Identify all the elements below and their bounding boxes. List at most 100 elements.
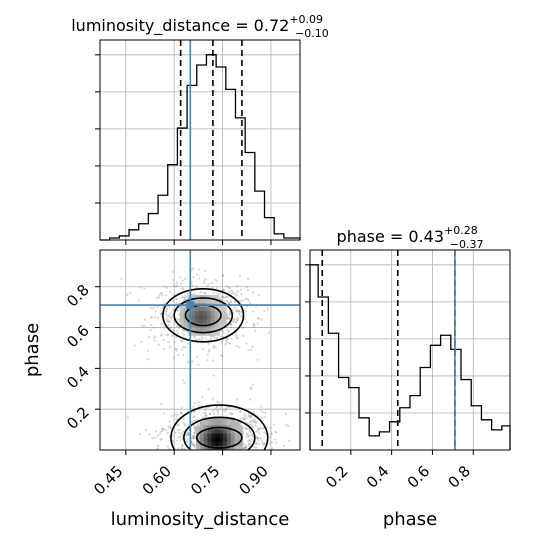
scatter-point	[255, 435, 258, 438]
scatter-point	[181, 328, 184, 332]
scatter-point	[235, 317, 238, 321]
grid-hist-ld	[100, 40, 300, 240]
scatter-point	[236, 290, 239, 293]
scatter-point	[177, 318, 180, 321]
scatter-point	[256, 358, 259, 361]
grid-hist-phase	[310, 250, 510, 450]
scatter-point	[193, 336, 196, 339]
scatter-point	[157, 444, 160, 447]
scatter-point	[225, 299, 229, 302]
frame-hist-ld	[99, 39, 301, 241]
scatter-point	[233, 292, 236, 296]
scatter-point	[229, 412, 232, 415]
panel-hist-luminosity-distance	[95, 39, 301, 245]
scatter-point	[250, 434, 253, 437]
scatter-point	[206, 353, 209, 357]
scatter-point	[193, 433, 196, 437]
scatter-point	[246, 286, 249, 289]
scatter-point	[187, 433, 190, 436]
scatter-point	[205, 414, 208, 417]
scatter-point	[246, 427, 249, 431]
scatter-point	[257, 294, 260, 297]
scatter-point	[225, 337, 228, 341]
scatter-point	[193, 436, 196, 440]
scatter-point	[183, 296, 186, 299]
scatter-point	[287, 424, 290, 428]
scatter-point	[210, 335, 213, 338]
scatter-point	[221, 408, 224, 411]
scatter-point	[176, 332, 179, 335]
scatter-point	[176, 309, 179, 312]
scatter-point	[225, 341, 229, 344]
density-pixel	[218, 319, 227, 328]
scatter-point	[235, 334, 238, 337]
scatter-point	[228, 342, 232, 345]
scatter-point	[256, 437, 259, 440]
scatter-point	[183, 297, 186, 300]
scatter-point	[174, 412, 177, 416]
scatter-point	[193, 427, 197, 430]
scatter-point	[214, 407, 217, 410]
scatter-point	[193, 402, 196, 405]
scatter-point	[182, 421, 185, 424]
scatter-point	[184, 434, 187, 437]
scatter-point	[235, 320, 239, 323]
scatter-point	[192, 292, 195, 295]
scatter-point	[168, 420, 171, 423]
scatter-point	[160, 402, 163, 406]
scatter-point	[208, 412, 212, 416]
ylabel-phase: phase	[22, 323, 43, 377]
scatter-point	[245, 421, 248, 424]
scatter-point	[230, 322, 233, 326]
scatter-point	[165, 294, 168, 297]
scatter-point	[153, 335, 156, 338]
scatter-point	[247, 348, 250, 352]
scatter-point	[191, 437, 194, 440]
scatter-point	[168, 320, 171, 323]
scatter-point	[226, 406, 229, 409]
scatter-point	[233, 317, 236, 320]
scatter-point	[171, 434, 174, 437]
scatter-point	[193, 410, 197, 413]
scatter-point	[255, 446, 258, 449]
scatter-point	[226, 337, 230, 340]
scatter-point	[192, 444, 195, 447]
scatter-point	[172, 356, 175, 359]
scatter-point	[232, 291, 235, 295]
scatter-point	[256, 437, 259, 440]
scatter-point	[245, 446, 248, 449]
scatter-point	[249, 301, 252, 305]
truth-lines-2d	[100, 250, 300, 450]
scatter-point	[227, 286, 230, 290]
scatter-point	[201, 395, 204, 399]
scatter-point	[167, 333, 170, 336]
scatter-point	[179, 282, 182, 285]
scatter-point	[221, 274, 224, 277]
scatter-point	[288, 439, 291, 442]
scatter-point	[246, 289, 249, 292]
scatter-point	[179, 411, 183, 414]
scatter-point	[257, 427, 260, 431]
scatter-point	[171, 334, 174, 338]
scatter-point	[245, 445, 248, 448]
scatter-point	[174, 285, 177, 288]
scatter-point	[172, 308, 175, 311]
scatter-point	[161, 427, 164, 430]
scatter-point	[226, 301, 229, 304]
scatter-point	[180, 447, 184, 450]
scatter-point	[167, 314, 170, 317]
scatter-point	[227, 316, 230, 319]
phase-x-label-2: 0.6	[404, 462, 434, 492]
title-phase-sub: −0.37	[450, 238, 484, 251]
scatter-point	[176, 284, 179, 287]
scatter-point	[190, 421, 193, 424]
scatter-point	[224, 343, 227, 346]
scatter-point	[256, 317, 260, 320]
scatter-point	[149, 316, 153, 319]
scatter-point	[215, 406, 218, 409]
scatter-point	[203, 281, 206, 285]
scatter-point	[269, 426, 272, 430]
scatter-point	[230, 323, 233, 326]
scatter-point	[174, 347, 177, 351]
scatter-point	[173, 341, 176, 344]
